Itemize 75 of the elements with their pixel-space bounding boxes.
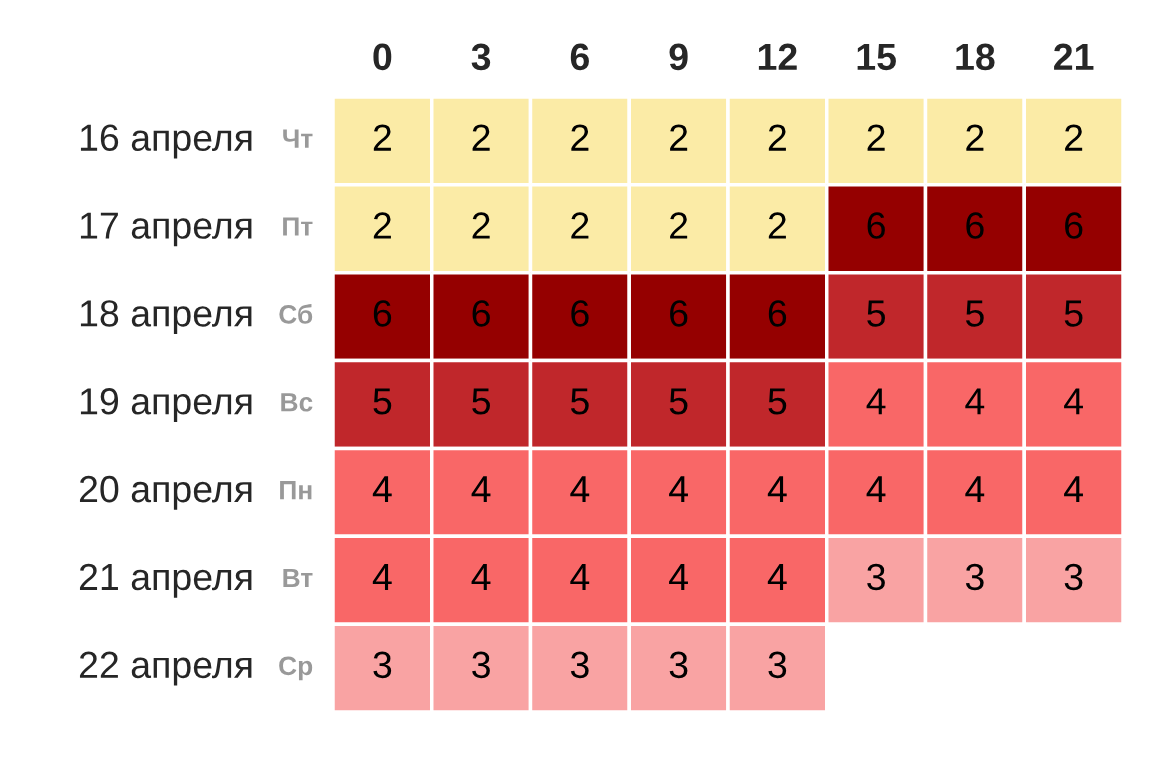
y2-tick-label: Пт <box>283 217 313 236</box>
data-label: 4 <box>866 476 886 503</box>
data-label: 5 <box>965 300 984 327</box>
y2-tick-label: Пн <box>280 481 312 500</box>
data-label: 4 <box>471 564 491 590</box>
data-label: 4 <box>767 564 787 590</box>
data-label: 5 <box>472 388 490 415</box>
data-label: 5 <box>768 388 787 415</box>
data-label: 6 <box>1065 212 1083 239</box>
data-label: 4 <box>669 476 688 503</box>
y-tick-label: 17 апреля <box>80 212 252 247</box>
data-label: 2 <box>768 212 786 239</box>
y-tick-label: 16 апреля <box>80 124 252 159</box>
data-label: 6 <box>966 212 984 239</box>
data-label: 5 <box>570 388 589 415</box>
x-tick-label: 3 <box>471 43 491 71</box>
data-label: 2 <box>472 124 490 151</box>
data-label: 5 <box>373 388 392 415</box>
y2-tick-label: Ср <box>279 656 313 681</box>
data-label: 3 <box>768 651 787 679</box>
x-tick-label: 15 <box>857 43 896 71</box>
data-label: 3 <box>570 651 589 679</box>
data-label: 4 <box>866 388 886 415</box>
data-label: 2 <box>670 124 688 151</box>
x-tick-label: 6 <box>570 43 589 71</box>
data-label: 2 <box>571 212 589 239</box>
data-label: 2 <box>472 212 490 239</box>
data-label: 6 <box>768 300 787 327</box>
data-label: 6 <box>670 300 688 327</box>
y2-tick-label: Вт <box>283 568 313 588</box>
data-label: 4 <box>471 476 491 503</box>
y-tick-label: 18 апреля <box>80 300 252 335</box>
data-label: 4 <box>1064 476 1083 503</box>
x-tick-label: 21 <box>1054 43 1094 70</box>
data-label: 3 <box>867 563 885 591</box>
data-label: 4 <box>372 476 392 503</box>
data-label: 5 <box>867 300 885 327</box>
data-label: 6 <box>373 300 392 327</box>
data-label: 3 <box>472 651 490 679</box>
y2-tick-label: Сб <box>279 304 313 324</box>
data-label: 3 <box>1064 563 1083 591</box>
x-tick-label: 9 <box>669 43 688 71</box>
x-tick-label: 0 <box>373 43 392 71</box>
data-label: 2 <box>966 124 984 151</box>
data-label: 2 <box>768 124 786 151</box>
data-label: 4 <box>669 564 688 590</box>
data-label: 5 <box>1064 300 1083 327</box>
data-label: 2 <box>670 212 688 239</box>
data-label: 4 <box>1064 388 1083 415</box>
data-label: 4 <box>965 476 985 503</box>
y-tick-label: 22 апреля <box>79 651 252 686</box>
data-label: 3 <box>373 651 392 679</box>
data-label: 3 <box>965 563 984 591</box>
data-label: 5 <box>669 388 688 415</box>
data-label: 4 <box>372 564 392 590</box>
data-label: 4 <box>570 564 590 590</box>
data-label: 2 <box>373 124 391 151</box>
data-label: 6 <box>867 212 885 239</box>
data-label: 2 <box>1065 124 1083 151</box>
data-label: 4 <box>767 476 787 503</box>
y2-tick-label: Чт <box>283 129 313 148</box>
data-label: 2 <box>373 212 391 239</box>
data-label: 2 <box>867 124 885 151</box>
x-tick-label: 18 <box>956 43 995 71</box>
x-tick-label: 12 <box>758 43 797 70</box>
data-label: 6 <box>571 300 589 327</box>
y-tick-label: 21 апреля <box>79 563 252 598</box>
data-label: 4 <box>570 476 590 503</box>
y2-tick-label: Вс <box>281 393 313 412</box>
data-label: 2 <box>571 124 589 151</box>
data-label: 3 <box>669 651 688 679</box>
y-tick-label: 19 апреля <box>80 388 252 422</box>
data-label: 6 <box>472 300 490 327</box>
y-tick-label: 20 апреля <box>79 475 252 510</box>
data-label: 4 <box>965 388 985 415</box>
